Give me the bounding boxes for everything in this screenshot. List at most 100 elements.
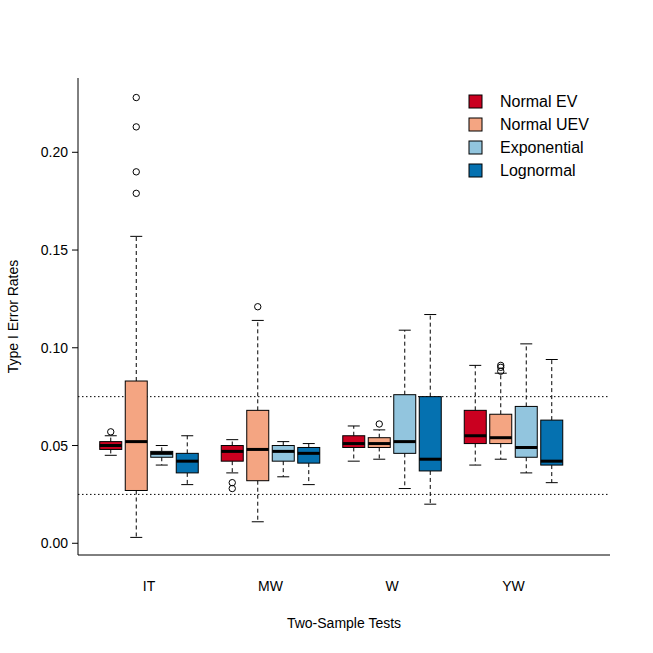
whisker-cap-max [277,441,289,442]
y-axis-line [78,78,79,555]
whisker-lower [430,471,431,504]
whisker-lower [475,444,476,466]
y-tick-label: 0.20 [41,144,68,160]
x-axis-line [78,555,610,556]
whisker-cap-min [181,484,193,485]
box [151,451,173,457]
whisker-upper [308,444,309,448]
outlier [108,429,114,435]
whisker-upper [110,436,111,442]
box [125,381,147,490]
whisker-cap-max [130,236,142,237]
whisker-upper [500,373,501,414]
whisker-cap-max [348,425,360,426]
outlier [133,169,139,175]
x-tick-label: YW [502,578,525,594]
box [419,397,441,471]
whisker-cap-max [520,343,532,344]
whisker-lower [161,457,162,465]
outlier [229,485,235,491]
median [490,436,512,439]
y-axis-label: Type I Error Rates [5,260,21,374]
whisker-cap-min [424,504,436,505]
x-tick-label: MW [258,578,284,594]
whisker-lower [353,447,354,461]
median [221,450,243,453]
whisker-upper [187,436,188,454]
whisker-cap-min [399,488,411,489]
whisker-lower [404,453,405,488]
box [221,446,243,462]
whisker-cap-max [373,429,385,430]
whisker-upper [283,442,284,446]
median [368,442,390,445]
y-tick-label: 0.05 [41,438,68,454]
whisker-cap-min [373,459,385,460]
x-tick-label: W [385,578,399,594]
whisker-cap-max [181,435,193,436]
median [541,460,563,463]
box [176,453,198,473]
median [343,442,365,445]
whisker-upper [551,360,552,421]
outlier [133,190,139,196]
whisker-cap-min [348,461,360,462]
whisker-cap-max [303,443,315,444]
whisker-cap-max [424,314,436,315]
box [247,410,269,480]
whisker-upper [257,320,258,410]
box [272,446,294,462]
median [176,460,198,463]
whisker-lower [308,463,309,485]
y-tick-label: 0.00 [41,535,68,551]
box [298,447,320,463]
whisker-cap-max [156,445,168,446]
whisker-lower [551,465,552,483]
whisker-cap-min [105,455,117,456]
whisker-cap-max [469,365,481,366]
outlier [255,304,261,310]
reference-line [78,396,610,397]
whisker-upper [353,426,354,436]
whisker-lower [283,461,284,477]
whisker-upper [526,344,527,407]
whisker-cap-max [399,330,411,331]
legend-swatch [469,164,482,177]
chart: 0.000.050.100.150.20ITMWWYWTwo-Sample Te… [0,0,653,653]
reference-line [78,494,610,495]
box [541,420,563,465]
median [100,444,122,447]
y-tick [72,152,78,153]
legend-label: Normal UEV [500,116,589,133]
whisker-lower [110,449,111,455]
outlier [133,94,139,100]
whisker-upper [430,315,431,397]
legend-swatch [469,141,482,154]
whisker-cap-min [303,484,315,485]
outlier [376,421,382,427]
whisker-lower [526,457,527,473]
y-tick [72,250,78,251]
median [515,446,537,449]
whisker-cap-max [252,320,264,321]
whisker-cap-min [495,459,507,460]
y-tick [72,347,78,348]
whisker-lower [500,444,501,460]
median [419,458,441,461]
whisker-lower [187,473,188,485]
whisker-upper [232,440,233,446]
whisker-cap-max [495,373,507,374]
whisker-cap-min [520,472,532,473]
plot-area [78,94,610,537]
box [368,438,390,448]
whisker-lower [232,461,233,473]
whisker-cap-min [226,472,238,473]
whisker-cap-max [226,439,238,440]
whisker-cap-min [130,537,142,538]
whisker-cap-max [546,359,558,360]
whisker-cap-min [277,476,289,477]
whisker-upper [379,430,380,438]
y-tick [72,543,78,544]
box [464,410,486,443]
y-tick-label: 0.10 [41,340,68,356]
